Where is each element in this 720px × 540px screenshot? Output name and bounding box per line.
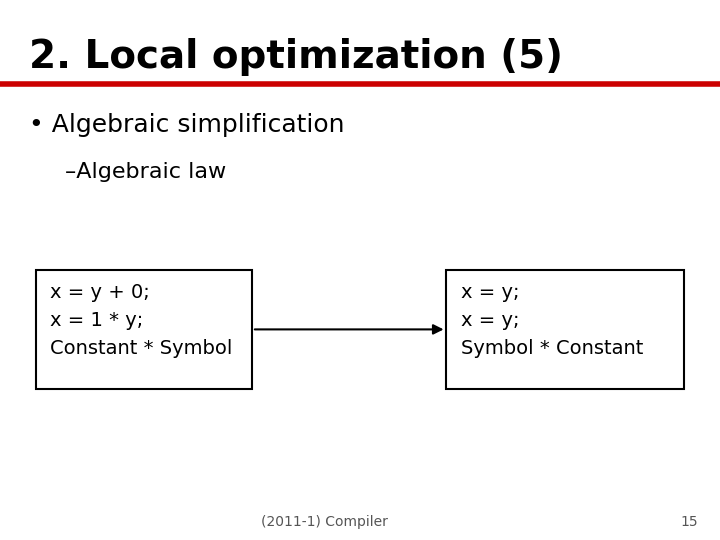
FancyBboxPatch shape — [36, 270, 252, 389]
Text: 2. Local optimization (5): 2. Local optimization (5) — [29, 38, 563, 76]
Text: x = y;
x = y;
Symbol * Constant: x = y; x = y; Symbol * Constant — [461, 284, 643, 359]
Text: –Algebraic law: –Algebraic law — [65, 162, 226, 182]
FancyBboxPatch shape — [446, 270, 684, 389]
Text: x = y + 0;
x = 1 * y;
Constant * Symbol: x = y + 0; x = 1 * y; Constant * Symbol — [50, 284, 233, 359]
Text: • Algebraic simplification: • Algebraic simplification — [29, 113, 344, 137]
Text: (2011-1) Compiler: (2011-1) Compiler — [261, 515, 387, 529]
Text: 15: 15 — [681, 515, 698, 529]
